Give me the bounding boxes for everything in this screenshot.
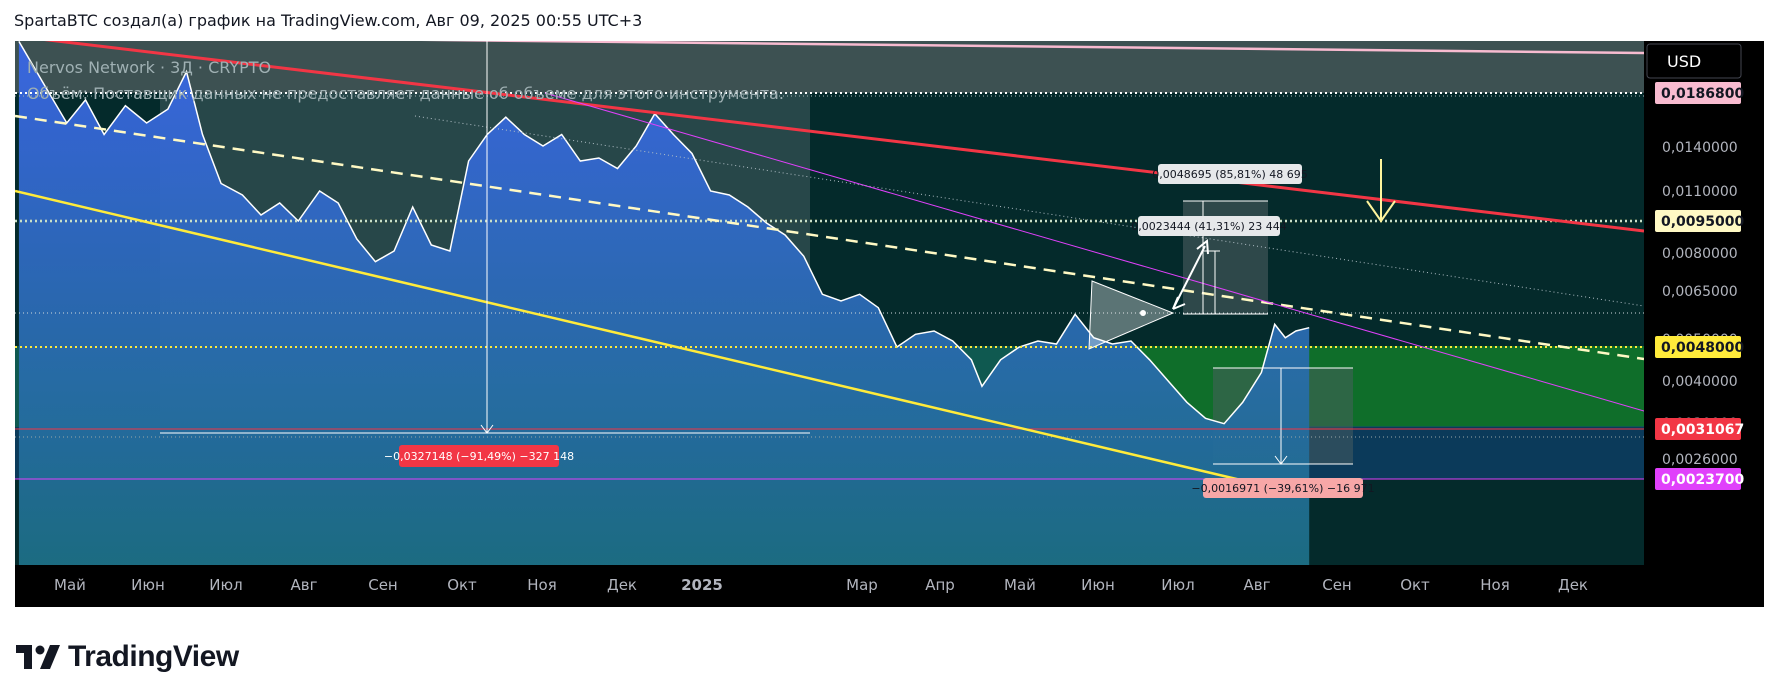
measure-label: −0,0016971 (−39,61%) −16 971 [1191, 482, 1374, 495]
time-tick: Июн [131, 576, 165, 594]
price-tick: 0,0065000 [1662, 284, 1738, 300]
measure-label: 0,0048695 (85,81%) 48 695 [1152, 168, 1308, 181]
price-label: 0,0048000 [1661, 340, 1745, 356]
price-label-bg [1655, 210, 1741, 232]
measure-arrow-3 [1274, 455, 1288, 465]
measure-label-bg [1138, 216, 1280, 236]
price-label-bg [1655, 82, 1741, 104]
time-tick: Мар [846, 576, 878, 594]
time-tick: Авг [1244, 576, 1271, 594]
time-tick: Сен [1322, 576, 1352, 594]
price-area-fill [18, 41, 1310, 565]
time-tick: Апр [925, 576, 955, 594]
time-tick: Май [1004, 576, 1036, 594]
time-tick: Ноя [527, 576, 556, 594]
price-chart[interactable]: −0,0327148 (−91,49%) −327 148 0,0048695 (… [15, 41, 1764, 607]
measure-label: 0,0023444 (41,31%) 23 444 [1131, 220, 1287, 233]
triangle-pattern[interactable] [1088, 280, 1175, 350]
target-arrow-head [1366, 200, 1396, 223]
time-tick: Дек [1558, 576, 1588, 594]
price-tick: 0,0040000 [1662, 374, 1738, 390]
measure-label-bg [399, 445, 559, 467]
price-tick: 0,0080000 [1662, 246, 1738, 262]
time-tick: Дек [607, 576, 637, 594]
tradingview-wordmark: TradingView [68, 640, 239, 673]
magenta-trendline[interactable] [544, 92, 1644, 412]
chart-frame[interactable]: −0,0327148 (−91,49%) −327 148 0,0048695 (… [15, 41, 1764, 607]
currency-label[interactable]: USD [1667, 52, 1701, 71]
pink-trendline[interactable] [75, 41, 1644, 55]
time-tick: 2025 [681, 576, 723, 594]
time-tick: Сен [368, 576, 398, 594]
price-label-bg [1655, 336, 1741, 358]
triangle-vertex [1140, 310, 1146, 316]
time-tick: Май [54, 576, 86, 594]
time-tick: Окт [447, 576, 477, 594]
time-tick: Июл [1161, 576, 1194, 594]
yellow-support-trendline[interactable] [15, 189, 1246, 483]
time-scale[interactable] [15, 565, 1764, 607]
price-scale[interactable] [1644, 41, 1764, 607]
time-tick: Июл [209, 576, 242, 594]
dashed-mid-trendline[interactable] [15, 114, 1644, 361]
price-label: 0,0031067 [1661, 422, 1744, 438]
breakout-arrow-tail [1172, 296, 1186, 310]
time-tick: Ноя [1480, 576, 1509, 594]
measure-label-bg [1203, 478, 1363, 498]
price-label: 0,0023700 [1661, 472, 1745, 488]
time-tick: Авг [291, 576, 318, 594]
price-label: 0,0186800 [1661, 86, 1745, 102]
measure-label: −0,0327148 (−91,49%) −327 148 [384, 450, 574, 463]
time-tick: Июн [1081, 576, 1115, 594]
price-tick: 0,0110000 [1662, 184, 1738, 200]
price-tick: 0,0140000 [1662, 140, 1738, 156]
price-tick: 0,0026000 [1662, 452, 1738, 468]
gray-dotted-trendline [414, 115, 1644, 307]
chart-attribution: SpartaBTC создал(а) график на TradingVie… [14, 11, 643, 30]
price-label-bg [1655, 418, 1741, 440]
chart-legend: Nervos Network · 3Д · CRYPTO Объём: Пост… [27, 55, 784, 107]
time-tick: Окт [1400, 576, 1430, 594]
currency-button[interactable] [1646, 43, 1742, 79]
symbol-title: Nervos Network · 3Д · CRYPTO [27, 58, 272, 77]
price-line[interactable] [18, 41, 1310, 425]
price-label-bg [1655, 468, 1741, 490]
price-label: 0,0095000 [1661, 214, 1745, 230]
tradingview-logo-icon [16, 645, 60, 669]
measure-label-bg [1158, 164, 1302, 184]
breakout-arrow-head [1196, 239, 1209, 255]
red-trendline[interactable] [15, 41, 1644, 233]
tradingview-footer[interactable]: TradingView [16, 640, 239, 674]
volume-notice: Объём: Поставщик данных не предоставляет… [27, 84, 784, 103]
